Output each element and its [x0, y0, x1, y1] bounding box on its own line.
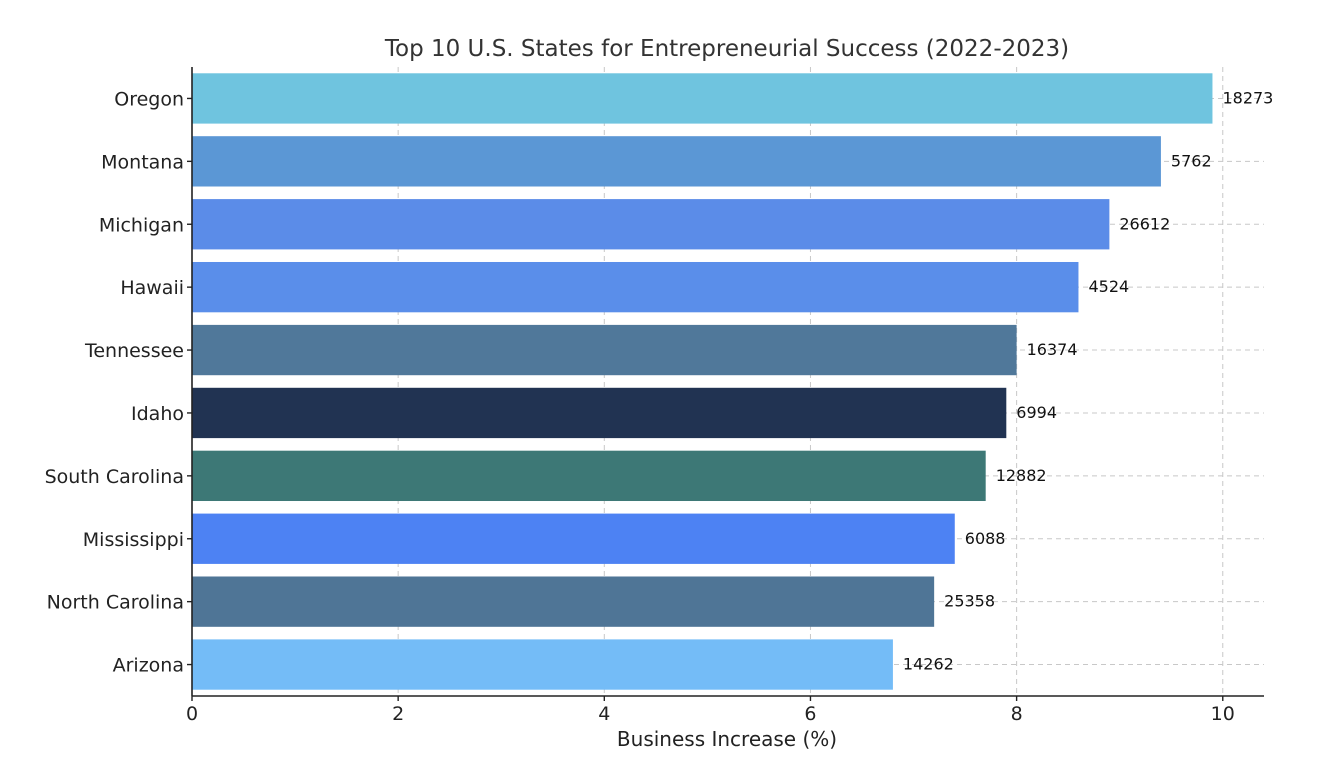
bar-south-carolina — [192, 450, 986, 502]
x-tick-label: 8 — [1011, 703, 1023, 725]
x-tick-label: 4 — [598, 703, 610, 725]
data-label: 12882 — [996, 466, 1047, 485]
y-tick-label: Michigan — [99, 214, 184, 236]
x-axis-label: Business Increase (%) — [617, 727, 837, 751]
bar-tennessee — [192, 324, 1017, 376]
bar-mississippi — [192, 513, 955, 564]
chart-title: Top 10 U.S. States for Entrepreneurial S… — [384, 36, 1069, 62]
y-tick-label: Idaho — [131, 403, 184, 425]
x-tick-label: 0 — [186, 703, 198, 725]
data-label: 4524 — [1088, 277, 1129, 296]
data-label: 5762 — [1171, 151, 1212, 170]
data-label: 26612 — [1119, 214, 1170, 233]
data-label: 6088 — [965, 529, 1006, 548]
bar-hawaii — [192, 261, 1079, 313]
y-tick-label: Oregon — [114, 88, 184, 110]
y-tick-label: Hawaii — [120, 277, 184, 299]
x-tick-label: 10 — [1211, 703, 1235, 725]
data-label: 18273 — [1222, 88, 1273, 107]
bar-michigan — [192, 199, 1110, 250]
y-tick-label: North Carolina — [47, 592, 184, 614]
y-tick-label: South Carolina — [45, 466, 184, 488]
x-tick-label: 6 — [804, 703, 816, 725]
y-tick-label: Tennessee — [84, 340, 184, 362]
y-tick-label: Montana — [101, 151, 184, 173]
axes: Oregon Montana Michigan Hawaii Tennessee Idah… — [45, 67, 1264, 725]
data-labels: 18273 5762 26612 4524 16374 6994 12882 6088 2535… — [903, 88, 1273, 673]
data-label: 25358 — [944, 592, 995, 611]
y-tick-label: Mississippi — [83, 529, 184, 551]
bars — [192, 73, 1213, 690]
data-label: 14262 — [903, 655, 954, 674]
bar-idaho — [192, 387, 1007, 439]
bar-arizona — [192, 639, 893, 690]
bar-north-carolina — [192, 576, 935, 627]
data-label: 6994 — [1016, 403, 1057, 422]
x-tick-label: 2 — [392, 703, 404, 725]
data-label: 16374 — [1027, 340, 1078, 359]
y-tick-label: Arizona — [113, 655, 184, 677]
bar-montana — [192, 136, 1161, 187]
bar-oregon — [192, 73, 1213, 124]
